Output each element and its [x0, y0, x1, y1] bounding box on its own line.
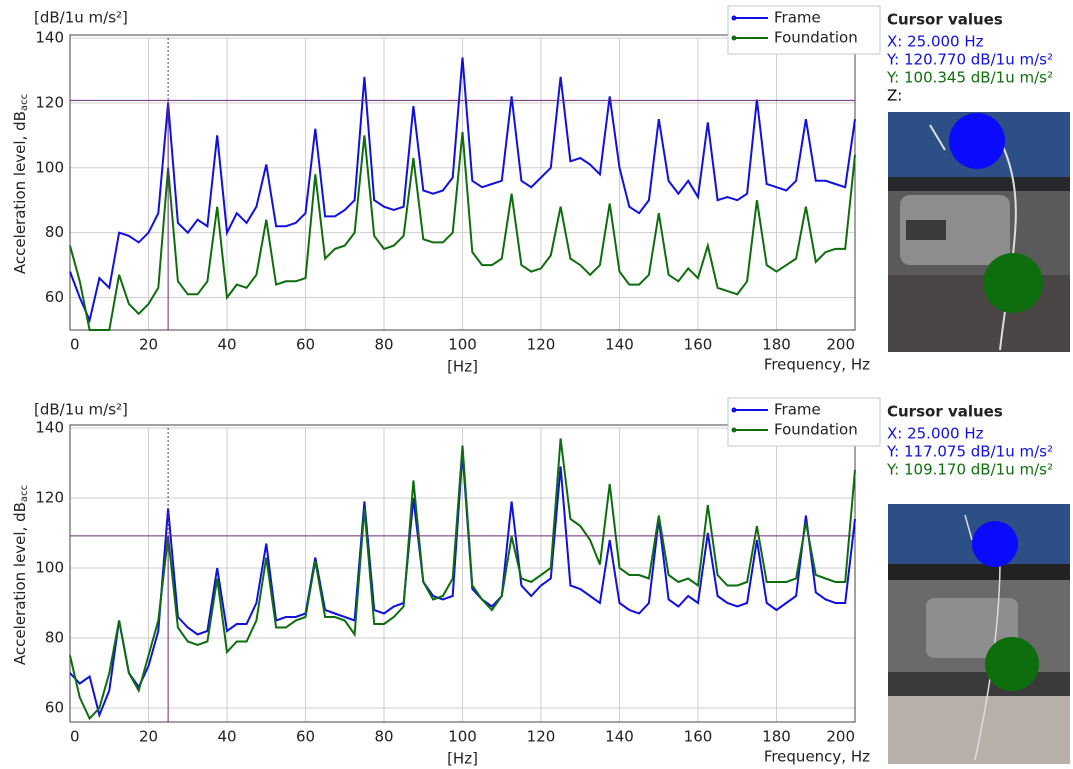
- x-tick-label: 80: [374, 336, 393, 354]
- cursor-panel-line: Y: 117.075 dB/1u m/s²: [886, 443, 1053, 461]
- legend-label: Frame: [774, 401, 821, 419]
- x-unit-label: [Hz]: [447, 750, 478, 768]
- x-tick-label: 60: [296, 728, 315, 746]
- x-tick-label: 200: [826, 728, 855, 746]
- cursor-panel-line: X: 25.000 Hz: [887, 33, 984, 51]
- legend-marker: [731, 35, 737, 41]
- y-axis-label-main: Acceleration level, dB: [11, 111, 29, 274]
- x-tick-label: 160: [684, 728, 713, 746]
- x-axis-label: Frequency, Hz: [764, 748, 870, 766]
- legend-label: Frame: [774, 9, 821, 27]
- photo: [888, 112, 1070, 352]
- y-tick-label: 120: [35, 489, 64, 507]
- x-tick-label: 180: [762, 336, 791, 354]
- x-tick-label: 20: [139, 336, 158, 354]
- cursor-panel-title: Cursor values: [887, 403, 1003, 421]
- plot-frame: [69, 424, 856, 723]
- series-line: [69, 438, 856, 721]
- cursor-panel-line: Y: 109.170 dB/1u m/s²: [886, 461, 1053, 479]
- y-tick-label: 60: [45, 699, 64, 717]
- x-tick-label: 40: [217, 728, 236, 746]
- series-line: [69, 57, 856, 324]
- x-tick-label: 120: [527, 336, 556, 354]
- cursor-panel-line: Y: 100.345 dB/1u m/s²: [886, 69, 1053, 87]
- y-tick-label: 140: [35, 29, 64, 47]
- x-tick-label: 140: [605, 728, 634, 746]
- cursor-panel-line: X: 25.000 Hz: [887, 425, 984, 443]
- y-axis-label-main: Acceleration level, dB: [11, 502, 29, 665]
- x-tick-label: 180: [762, 728, 791, 746]
- x-tick-label: 160: [684, 336, 713, 354]
- x-tick-label: 120: [527, 728, 556, 746]
- y-tick-label: 140: [35, 419, 64, 437]
- cursor-panel-line: Y: 120.770 dB/1u m/s²: [886, 51, 1053, 69]
- legend-label: Foundation: [774, 29, 858, 47]
- y-axis-label: Acceleration level, dBacc: [11, 485, 31, 665]
- x-tick-label: 40: [217, 336, 236, 354]
- legend-box: [727, 397, 881, 447]
- x-tick-label: 0: [70, 336, 80, 354]
- legend-marker: [731, 427, 737, 433]
- y-tick-label: 80: [45, 223, 64, 241]
- chart-panel: 60 80 100 120 140 0 20 40 60 80 100 120 140 160 180 200…: [11, 397, 1053, 768]
- x-tick-label: 100: [448, 336, 477, 354]
- photo: [888, 504, 1070, 764]
- y-tick-label: 120: [35, 93, 64, 111]
- unit-label: [dB/1u m/s²]: [34, 9, 128, 27]
- x-tick-label: 200: [826, 336, 855, 354]
- y-tick-label: 60: [45, 288, 64, 306]
- x-tick-label: 0: [70, 728, 80, 746]
- x-tick-label: 80: [374, 728, 393, 746]
- y-tick-label: 80: [45, 629, 64, 647]
- y-tick-label: 100: [35, 158, 64, 176]
- cursor-panel-line: Z:: [887, 87, 902, 105]
- legend-label: Foundation: [774, 421, 858, 439]
- chart-panel: 60 80 100 120 140 0 20 40 60 80 100 120 140 160 180 200…: [11, 5, 1053, 376]
- legend-marker: [731, 407, 737, 413]
- legend-box: [727, 5, 881, 55]
- y-tick-label: 100: [35, 559, 64, 577]
- x-unit-label: [Hz]: [447, 358, 478, 376]
- legend-marker: [731, 15, 737, 21]
- x-axis-label: Frequency, Hz: [764, 356, 870, 374]
- x-tick-label: 140: [605, 336, 634, 354]
- unit-label: [dB/1u m/s²]: [34, 401, 128, 419]
- series-line: [69, 132, 856, 331]
- cursor-panel-title: Cursor values: [887, 11, 1003, 29]
- y-axis-label: Acceleration level, dBacc: [11, 94, 31, 274]
- x-tick-label: 60: [296, 336, 315, 354]
- y-axis-label-sub: acc: [19, 485, 30, 502]
- x-tick-label: 20: [139, 728, 158, 746]
- x-tick-label: 100: [448, 728, 477, 746]
- plot-frame: [69, 34, 856, 331]
- y-axis-label-sub: acc: [19, 94, 30, 111]
